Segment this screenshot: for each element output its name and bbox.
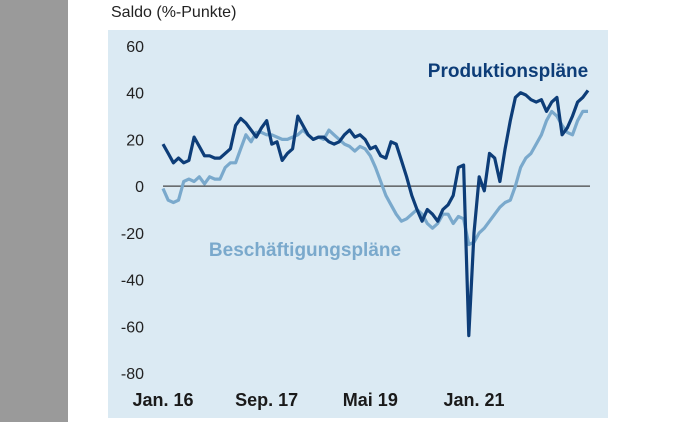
y-tick-label: -80	[121, 366, 144, 383]
y-tick-label: 60	[126, 39, 144, 56]
y-tick-label: -60	[121, 319, 144, 336]
series-label: Produktionspläne	[428, 61, 588, 82]
plot-area	[108, 30, 608, 418]
y-tick-label: 0	[135, 179, 144, 196]
y-tick-label: -20	[121, 226, 144, 243]
series-label: Beschäftigungspläne	[209, 240, 401, 261]
x-tick-label: Jan. 16	[132, 390, 193, 410]
left-margin-band	[0, 0, 68, 422]
y-tick-label: 20	[126, 132, 144, 149]
y-tick-label: -40	[121, 273, 144, 290]
y-tick-label: 40	[126, 86, 144, 103]
x-tick-label: Sep. 17	[235, 390, 298, 410]
series-line-produktionsplaene	[161, 89, 590, 338]
y-axis-label: Saldo (%-Punkte)	[111, 4, 237, 21]
x-tick-label: Jan. 21	[443, 390, 504, 410]
x-tick-label: Mai 19	[343, 390, 398, 410]
series-line-beschaeftigungsplaene	[161, 109, 588, 247]
